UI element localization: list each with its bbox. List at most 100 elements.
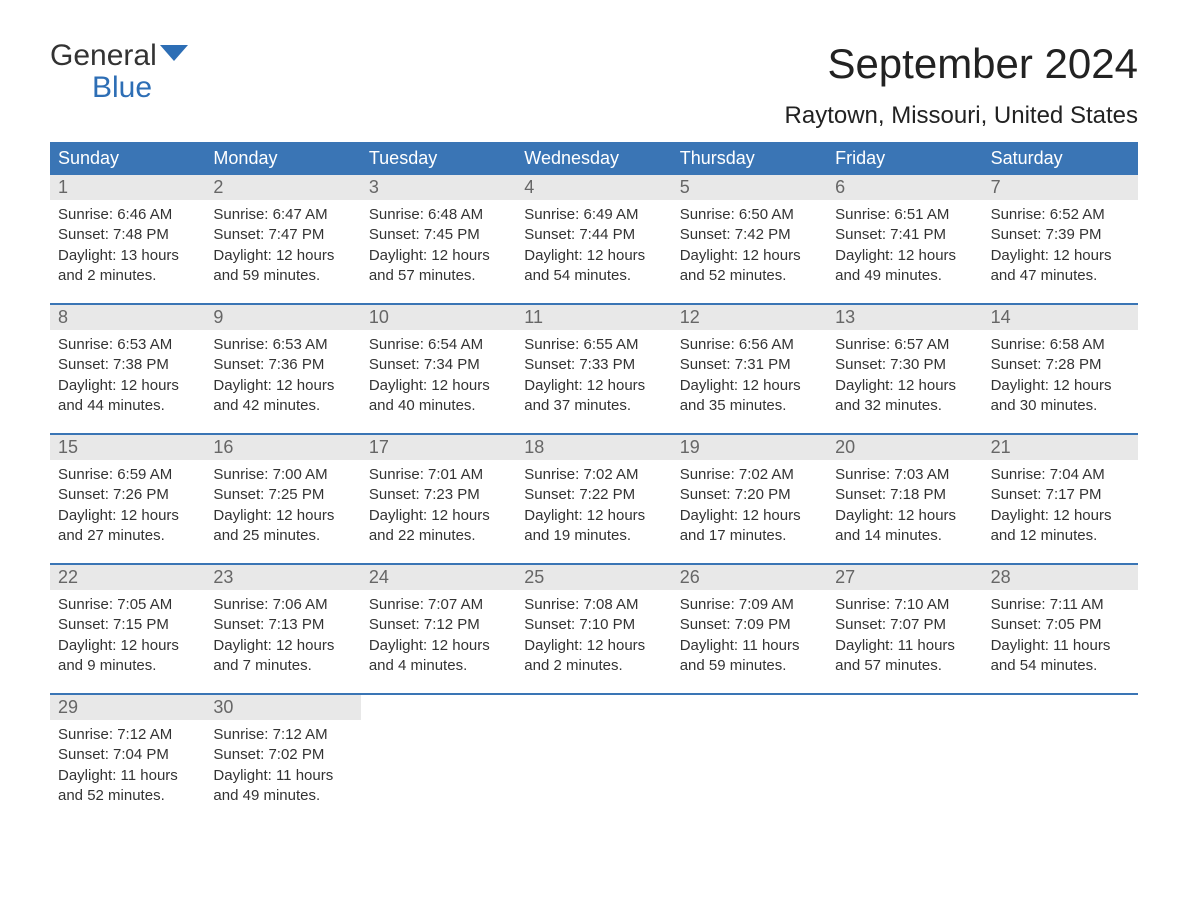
calendar-day-cell: 6Sunrise: 6:51 AMSunset: 7:41 PMDaylight… <box>827 175 982 303</box>
sunrise-line: Sunrise: 7:10 AM <box>835 595 974 615</box>
calendar-day-cell: 15Sunrise: 6:59 AMSunset: 7:26 PMDayligh… <box>50 435 205 563</box>
day-number: 5 <box>672 175 827 200</box>
calendar-day-cell: 17Sunrise: 7:01 AMSunset: 7:23 PMDayligh… <box>361 435 516 563</box>
calendar-day-cell: 28Sunrise: 7:11 AMSunset: 7:05 PMDayligh… <box>983 565 1138 693</box>
day-number: 19 <box>672 435 827 460</box>
day-number: 29 <box>50 695 205 720</box>
daylight-line: Daylight: 12 hours and 7 minutes. <box>213 636 352 677</box>
day-content: Sunrise: 7:12 AMSunset: 7:04 PMDaylight:… <box>50 720 205 816</box>
daylight-line: Daylight: 11 hours and 49 minutes. <box>213 766 352 807</box>
daylight-line: Daylight: 12 hours and 37 minutes. <box>524 376 663 417</box>
logo-flag-icon <box>160 45 192 67</box>
day-number: 27 <box>827 565 982 590</box>
sunrise-line: Sunrise: 6:46 AM <box>58 205 197 225</box>
day-content: Sunrise: 7:00 AMSunset: 7:25 PMDaylight:… <box>205 460 360 556</box>
daylight-line: Daylight: 11 hours and 59 minutes. <box>680 636 819 677</box>
day-header: Thursday <box>672 142 827 175</box>
calendar-week: 29Sunrise: 7:12 AMSunset: 7:04 PMDayligh… <box>50 693 1138 823</box>
sunset-line: Sunset: 7:28 PM <box>991 355 1130 375</box>
calendar-day-cell: 11Sunrise: 6:55 AMSunset: 7:33 PMDayligh… <box>516 305 671 433</box>
day-content: Sunrise: 6:55 AMSunset: 7:33 PMDaylight:… <box>516 330 671 426</box>
day-content: Sunrise: 6:58 AMSunset: 7:28 PMDaylight:… <box>983 330 1138 426</box>
day-content: Sunrise: 7:07 AMSunset: 7:12 PMDaylight:… <box>361 590 516 686</box>
sunset-line: Sunset: 7:26 PM <box>58 485 197 505</box>
day-number: 22 <box>50 565 205 590</box>
daylight-line: Daylight: 12 hours and 59 minutes. <box>213 246 352 287</box>
sunset-line: Sunset: 7:02 PM <box>213 745 352 765</box>
day-number: 9 <box>205 305 360 330</box>
sunrise-line: Sunrise: 7:12 AM <box>213 725 352 745</box>
day-content: Sunrise: 6:59 AMSunset: 7:26 PMDaylight:… <box>50 460 205 556</box>
day-number: 30 <box>205 695 360 720</box>
calendar-day-cell: 3Sunrise: 6:48 AMSunset: 7:45 PMDaylight… <box>361 175 516 303</box>
sunset-line: Sunset: 7:30 PM <box>835 355 974 375</box>
day-header: Wednesday <box>516 142 671 175</box>
calendar-day-cell: 18Sunrise: 7:02 AMSunset: 7:22 PMDayligh… <box>516 435 671 563</box>
calendar-day-cell: 7Sunrise: 6:52 AMSunset: 7:39 PMDaylight… <box>983 175 1138 303</box>
sunset-line: Sunset: 7:39 PM <box>991 225 1130 245</box>
calendar-day-cell: 27Sunrise: 7:10 AMSunset: 7:07 PMDayligh… <box>827 565 982 693</box>
daylight-line: Daylight: 12 hours and 44 minutes. <box>58 376 197 417</box>
day-number: 23 <box>205 565 360 590</box>
daylight-line: Daylight: 12 hours and 14 minutes. <box>835 506 974 547</box>
sunset-line: Sunset: 7:36 PM <box>213 355 352 375</box>
daylight-line: Daylight: 12 hours and 19 minutes. <box>524 506 663 547</box>
calendar-week: 22Sunrise: 7:05 AMSunset: 7:15 PMDayligh… <box>50 563 1138 693</box>
day-content: Sunrise: 6:47 AMSunset: 7:47 PMDaylight:… <box>205 200 360 296</box>
sunset-line: Sunset: 7:10 PM <box>524 615 663 635</box>
calendar-day-cell: 5Sunrise: 6:50 AMSunset: 7:42 PMDaylight… <box>672 175 827 303</box>
daylight-line: Daylight: 12 hours and 25 minutes. <box>213 506 352 547</box>
day-content: Sunrise: 6:53 AMSunset: 7:36 PMDaylight:… <box>205 330 360 426</box>
sunrise-line: Sunrise: 7:01 AM <box>369 465 508 485</box>
daylight-line: Daylight: 12 hours and 30 minutes. <box>991 376 1130 417</box>
daylight-line: Daylight: 12 hours and 2 minutes. <box>524 636 663 677</box>
day-content: Sunrise: 6:50 AMSunset: 7:42 PMDaylight:… <box>672 200 827 296</box>
sunset-line: Sunset: 7:13 PM <box>213 615 352 635</box>
sunset-line: Sunset: 7:34 PM <box>369 355 508 375</box>
calendar-day-cell: . <box>361 695 516 823</box>
calendar-day-cell: . <box>672 695 827 823</box>
sunset-line: Sunset: 7:44 PM <box>524 225 663 245</box>
sunrise-line: Sunrise: 6:54 AM <box>369 335 508 355</box>
sunset-line: Sunset: 7:23 PM <box>369 485 508 505</box>
sunset-line: Sunset: 7:17 PM <box>991 485 1130 505</box>
calendar-day-cell: 9Sunrise: 6:53 AMSunset: 7:36 PMDaylight… <box>205 305 360 433</box>
sunset-line: Sunset: 7:07 PM <box>835 615 974 635</box>
sunrise-line: Sunrise: 6:53 AM <box>213 335 352 355</box>
calendar-day-cell: 21Sunrise: 7:04 AMSunset: 7:17 PMDayligh… <box>983 435 1138 563</box>
calendar-day-cell: . <box>827 695 982 823</box>
sunrise-line: Sunrise: 7:06 AM <box>213 595 352 615</box>
calendar: Sunday Monday Tuesday Wednesday Thursday… <box>50 142 1138 823</box>
day-number: 16 <box>205 435 360 460</box>
day-content: Sunrise: 7:11 AMSunset: 7:05 PMDaylight:… <box>983 590 1138 686</box>
calendar-day-cell: 25Sunrise: 7:08 AMSunset: 7:10 PMDayligh… <box>516 565 671 693</box>
month-title: September 2024 <box>785 40 1138 88</box>
day-number: 2 <box>205 175 360 200</box>
day-content: Sunrise: 6:48 AMSunset: 7:45 PMDaylight:… <box>361 200 516 296</box>
day-number: 11 <box>516 305 671 330</box>
day-content: Sunrise: 7:02 AMSunset: 7:22 PMDaylight:… <box>516 460 671 556</box>
day-content: Sunrise: 6:52 AMSunset: 7:39 PMDaylight:… <box>983 200 1138 296</box>
day-number: 25 <box>516 565 671 590</box>
day-content: Sunrise: 7:05 AMSunset: 7:15 PMDaylight:… <box>50 590 205 686</box>
daylight-line: Daylight: 12 hours and 35 minutes. <box>680 376 819 417</box>
day-number: 24 <box>361 565 516 590</box>
daylight-line: Daylight: 12 hours and 54 minutes. <box>524 246 663 287</box>
day-content: Sunrise: 7:02 AMSunset: 7:20 PMDaylight:… <box>672 460 827 556</box>
calendar-day-cell: . <box>983 695 1138 823</box>
sunrise-line: Sunrise: 6:51 AM <box>835 205 974 225</box>
sunrise-line: Sunrise: 6:55 AM <box>524 335 663 355</box>
sunrise-line: Sunrise: 7:02 AM <box>680 465 819 485</box>
day-number: 6 <box>827 175 982 200</box>
sunset-line: Sunset: 7:22 PM <box>524 485 663 505</box>
logo: General Blue <box>50 40 192 103</box>
calendar-day-cell: 16Sunrise: 7:00 AMSunset: 7:25 PMDayligh… <box>205 435 360 563</box>
daylight-line: Daylight: 12 hours and 22 minutes. <box>369 506 508 547</box>
day-header: Tuesday <box>361 142 516 175</box>
sunset-line: Sunset: 7:25 PM <box>213 485 352 505</box>
calendar-day-cell: 1Sunrise: 6:46 AMSunset: 7:48 PMDaylight… <box>50 175 205 303</box>
sunset-line: Sunset: 7:38 PM <box>58 355 197 375</box>
day-number: 8 <box>50 305 205 330</box>
day-number: 18 <box>516 435 671 460</box>
calendar-day-cell: 29Sunrise: 7:12 AMSunset: 7:04 PMDayligh… <box>50 695 205 823</box>
